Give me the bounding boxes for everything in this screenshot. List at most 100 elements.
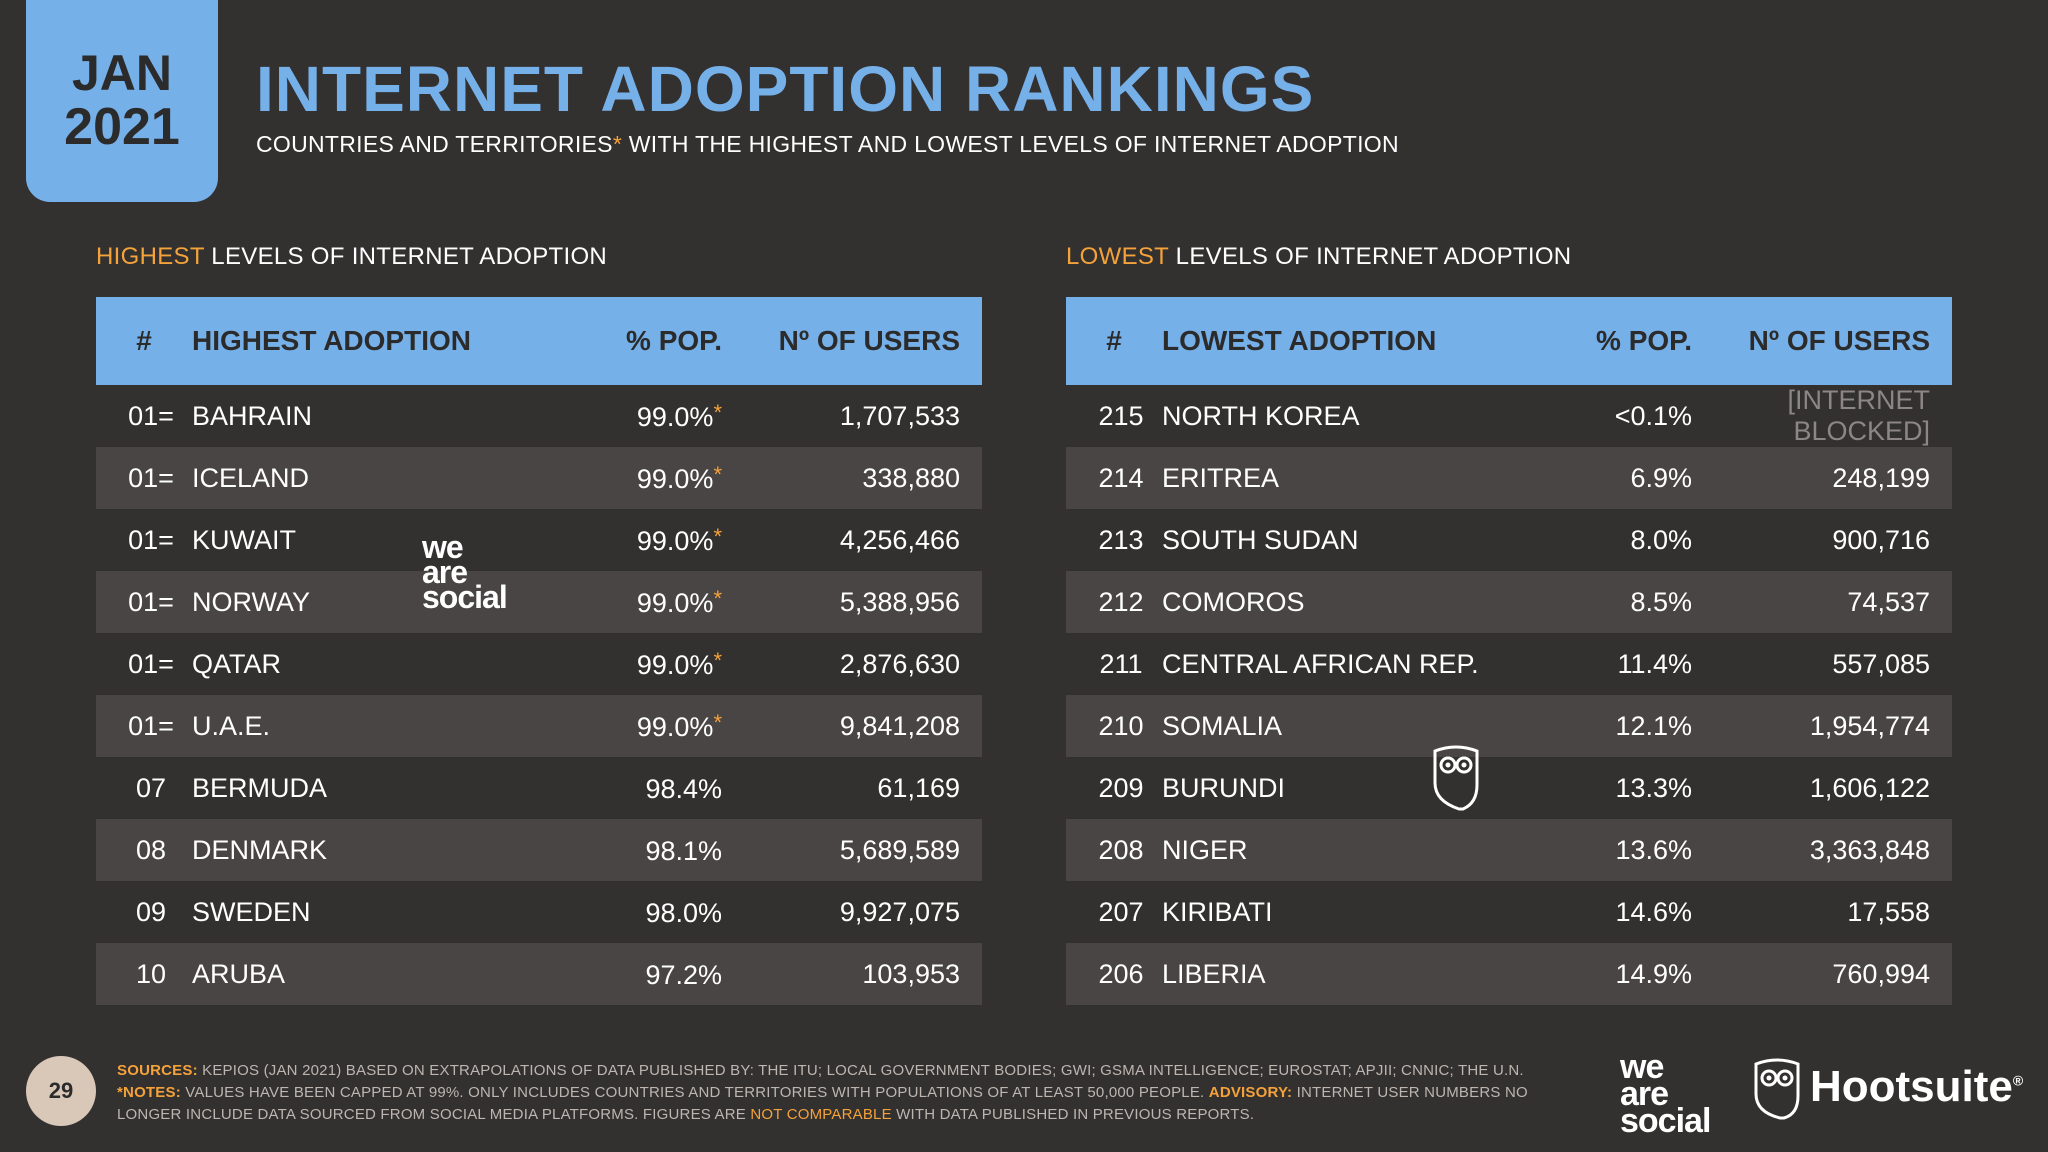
pop-cell: 99.0%*	[572, 400, 722, 433]
pop-value: 99.0%	[636, 711, 714, 742]
lowest-label-accent: LOWEST	[1066, 243, 1169, 270]
subtitle-star: *	[612, 131, 623, 157]
pop-cell: 99.0%*	[572, 524, 722, 557]
col-name-header: HIGHEST ADOPTION	[192, 325, 471, 356]
table-row: 206 LIBERIA 14.9% 760,994	[1066, 943, 1952, 1005]
pop-cell: 99.0%*	[572, 710, 722, 743]
users-cell: 5,388,956	[839, 586, 960, 617]
col-rank-header: #	[136, 325, 152, 356]
rank-cell: 01=	[128, 462, 174, 493]
col-users-header: Nº OF USERS	[1748, 325, 1930, 356]
pop-value: 99.0%	[636, 401, 714, 432]
rank-cell: 212	[1098, 586, 1144, 617]
users-cell: 5,689,589	[839, 834, 960, 865]
pop-value: 6.9%	[1630, 462, 1692, 493]
subtitle-part-a: COUNTRIES AND TERRITORIES	[256, 131, 613, 157]
date-badge: JAN 2021	[26, 0, 218, 202]
rank-cell: 07	[135, 772, 167, 803]
pop-cell: 13.3%	[1542, 773, 1692, 804]
pop-value: <0.1%	[1614, 400, 1692, 431]
page-number: 29	[26, 1056, 96, 1126]
users-cell: 338,880	[862, 462, 960, 493]
rank-cell: 08	[135, 834, 167, 865]
rank-cell: 01=	[128, 400, 174, 431]
table-row: 209 BURUNDI 13.3% 1,606,122	[1066, 757, 1952, 819]
table-row: 01= KUWAIT 99.0%* 4,256,466	[96, 509, 982, 571]
hootsuite-wordmark: Hootsuite	[1810, 1062, 2013, 1111]
capped-star: *	[713, 523, 722, 549]
watermark-line-1: we	[422, 529, 464, 565]
table-row: 211 CENTRAL AFRICAN REP. 11.4% 557,085	[1066, 633, 1952, 695]
users-cell: 900,716	[1832, 524, 1930, 555]
page-title: INTERNET ADOPTION RANKINGS	[256, 53, 1315, 125]
col-pop-header: % POP.	[626, 325, 722, 356]
rank-cell: 214	[1098, 462, 1144, 493]
pop-cell: 13.6%	[1542, 835, 1692, 866]
country-cell: NIGER	[1162, 834, 1248, 865]
country-cell: LIBERIA	[1162, 958, 1266, 989]
pop-cell: 99.0%*	[572, 586, 722, 619]
registered-mark: ®	[2012, 1072, 2024, 1089]
table-row: 01= NORWAY 99.0%* 5,388,956	[96, 571, 982, 633]
sources-text: KEPIOS (JAN 2021) BASED ON EXTRAPOLATION…	[197, 1062, 1524, 1079]
table-row: 207 KIRIBATI 14.6% 17,558	[1066, 881, 1952, 943]
pop-value: 98.0%	[645, 897, 722, 928]
rank-cell: 215	[1098, 400, 1144, 431]
country-cell: ARUBA	[192, 958, 286, 989]
country-cell: KUWAIT	[192, 524, 296, 555]
logo-line-2: are	[1620, 1075, 1669, 1114]
lowest-adoption-table: # LOWEST ADOPTION % POP. Nº OF USERS 215…	[1066, 297, 1952, 1005]
table-row: 01= ICELAND 99.0%* 338,880	[96, 447, 982, 509]
table-row: 212 COMOROS 8.5% 74,537	[1066, 571, 1952, 633]
country-cell: SOUTH SUDAN	[1162, 524, 1359, 555]
users-cell: 9,927,075	[839, 896, 960, 927]
pop-cell: 99.0%*	[572, 462, 722, 495]
hootsuite-owl-icon	[1754, 1058, 1800, 1120]
table-row: 01= BAHRAIN 99.0%* 1,707,533	[96, 385, 982, 447]
rank-cell: 10	[135, 958, 167, 989]
country-cell: SWEDEN	[192, 896, 311, 927]
table-row: 214 ERITREA 6.9% 248,199	[1066, 447, 1952, 509]
pop-cell: 11.4%	[1542, 649, 1692, 680]
table-row: 213 SOUTH SUDAN 8.0% 900,716	[1066, 509, 1952, 571]
capped-star: *	[713, 461, 722, 487]
pop-value: 8.5%	[1630, 586, 1692, 617]
pop-value: 99.0%	[636, 463, 714, 494]
rank-cell: 213	[1098, 524, 1144, 555]
rank-cell: 01=	[128, 648, 174, 679]
pop-cell: 98.4%	[572, 772, 722, 805]
pop-value: 99.0%	[636, 649, 714, 680]
users-cell: 248,199	[1832, 462, 1930, 493]
rank-cell: 01=	[128, 524, 174, 555]
pop-value: 12.1%	[1615, 710, 1692, 741]
watermark-line-3: social	[422, 578, 508, 615]
rank-cell: 210	[1098, 710, 1144, 741]
pop-cell: 14.6%	[1542, 897, 1692, 928]
lowest-label-rest: LEVELS OF INTERNET ADOPTION	[1168, 243, 1572, 270]
col-rank-header: #	[1106, 325, 1122, 356]
page-subtitle: COUNTRIES AND TERRITORIES* WITH THE HIGH…	[256, 131, 1399, 158]
not-comparable-text: NOT COMPARABLE	[750, 1106, 892, 1123]
pop-value: 97.2%	[645, 959, 722, 990]
table-body: 01= BAHRAIN 99.0%* 1,707,533 01= ICELAND 99.0%…	[96, 385, 982, 1005]
pop-value: 98.4%	[645, 773, 722, 804]
footnotes: SOURCES: KEPIOS (JAN 2021) BASED ON EXTR…	[117, 1060, 1557, 1126]
table-row: 10 ARUBA 97.2% 103,953	[96, 943, 982, 1005]
pop-cell: 8.5%	[1542, 587, 1692, 618]
rank-cell: 208	[1098, 834, 1144, 865]
we-are-social-watermark: we are social	[422, 529, 508, 615]
country-cell: QATAR	[192, 648, 282, 679]
pop-value: 13.6%	[1615, 834, 1692, 865]
table-row: 01= QATAR 99.0%* 2,876,630	[96, 633, 982, 695]
advisory-text: INTERNET USER NUMBERS NO LONGER INCLUDE …	[117, 1084, 1528, 1123]
pop-value: 13.3%	[1615, 772, 1692, 803]
users-cell: 760,994	[1832, 958, 1930, 989]
table-row: 07 BERMUDA 98.4% 61,169	[96, 757, 982, 819]
users-cell: 3,363,848	[1809, 834, 1930, 865]
country-cell: DENMARK	[192, 834, 328, 865]
users-cell: 557,085	[1832, 648, 1930, 679]
pop-cell: 97.2%	[572, 958, 722, 991]
rank-cell: 211	[1099, 648, 1143, 679]
pop-value: 14.9%	[1615, 958, 1692, 989]
highest-adoption-table: # HIGHEST ADOPTION % POP. Nº OF USERS 01…	[96, 297, 982, 1005]
